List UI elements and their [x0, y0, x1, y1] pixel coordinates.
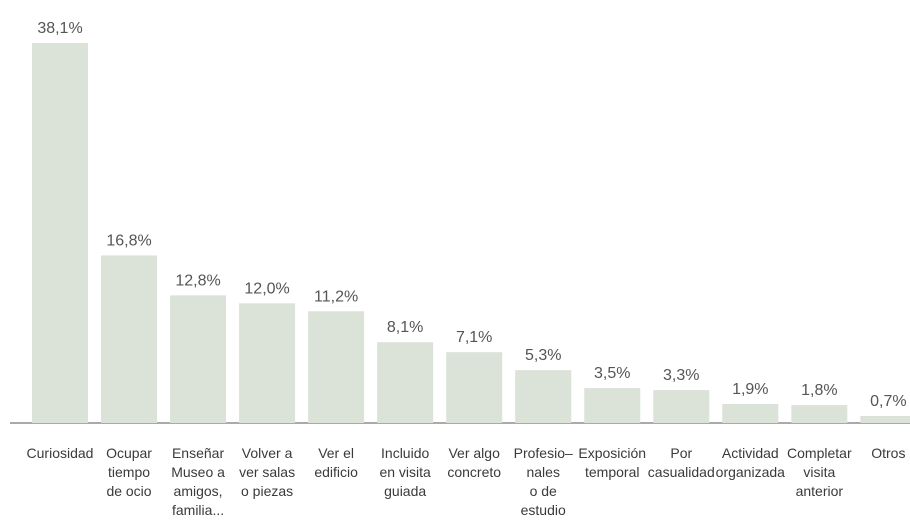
value-label: 0,7%: [870, 393, 906, 410]
x-tick-label: Completar visita anterior: [787, 445, 852, 499]
x-tick-label: Actividad organizada: [716, 445, 785, 480]
x-tick-label: Por casualidad: [648, 445, 715, 480]
value-label: 1,9%: [732, 381, 768, 398]
value-label: 12,8%: [175, 272, 220, 289]
value-label: 38,1%: [37, 20, 82, 37]
x-tick-label: Volver a ver salas o piezas: [239, 445, 295, 499]
bar: [170, 295, 227, 423]
x-tick-label: Ocupar tiempo de ocio: [106, 445, 152, 499]
bar: [860, 416, 910, 423]
value-label: 12,0%: [244, 280, 289, 297]
value-label: 7,1%: [456, 329, 492, 346]
bar: [32, 43, 88, 423]
bar: [239, 303, 296, 423]
x-tick-label: Profesio– nales o de estudio: [514, 445, 573, 518]
bar: [584, 388, 641, 423]
x-tick-label: Enseñar Museo a amigos, familia...: [171, 445, 225, 518]
value-label: 16,8%: [106, 232, 151, 249]
value-label: 8,1%: [387, 319, 423, 336]
x-tick-label: Exposición temporal: [578, 445, 646, 480]
x-tick-label: Ver el edificio: [314, 445, 358, 480]
bar: [791, 405, 848, 423]
bar: [722, 404, 779, 423]
x-tick-label: Curiosidad: [27, 445, 94, 461]
bar: [653, 390, 710, 423]
x-tick-label: Incluido en visita guiada: [379, 445, 431, 499]
bar: [377, 342, 434, 423]
x-tick-label: Otros: [871, 445, 905, 461]
value-label: 11,2%: [314, 288, 358, 305]
bar: [515, 370, 572, 423]
bar: [308, 311, 365, 423]
value-label: 3,3%: [663, 367, 699, 384]
value-label: 1,8%: [801, 382, 837, 399]
bar: [101, 255, 158, 423]
value-label: 5,3%: [525, 347, 561, 364]
x-tick-label: Ver algo concreto: [447, 445, 501, 480]
value-label: 3,5%: [594, 365, 630, 382]
bar: [446, 352, 503, 423]
